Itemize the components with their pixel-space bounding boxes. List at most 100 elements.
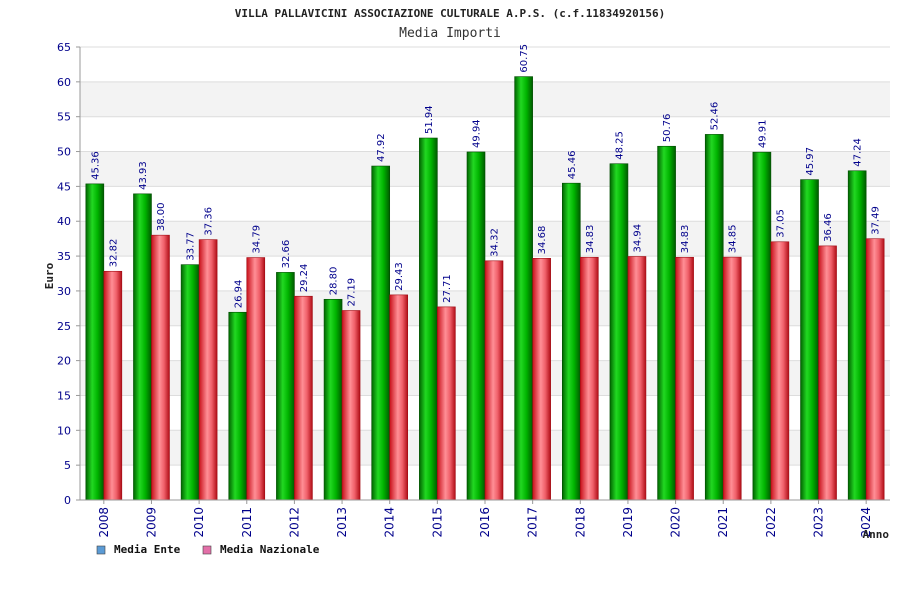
bar-media-nazionale xyxy=(389,294,409,501)
bar-media-nazionale xyxy=(341,310,361,501)
value-label-media-nazionale: 36.46 xyxy=(823,213,834,242)
bar-media-ente xyxy=(133,193,152,501)
bar-media-ente xyxy=(752,151,772,501)
value-label-media-nazionale: 34.94 xyxy=(632,224,643,253)
value-label-media-ente: 45.97 xyxy=(805,147,816,176)
bar-media-ente xyxy=(228,311,248,501)
value-label-media-nazionale: 37.49 xyxy=(871,206,882,235)
value-label-media-ente: 33.77 xyxy=(186,232,197,261)
x-tick-label: 2022 xyxy=(764,507,778,538)
x-tick-label: 2016 xyxy=(478,507,492,538)
bar-media-ente xyxy=(609,163,629,501)
value-label-media-ente: 60.75 xyxy=(519,44,530,73)
x-axis-ticks: 2008 2009 2010 2011 2012 2013 2014 2015 2016 2017… xyxy=(97,500,873,538)
value-label-media-nazionale: 29.43 xyxy=(394,262,405,291)
x-tick-label: 2015 xyxy=(430,507,444,538)
x-axis-label: Anno xyxy=(863,528,890,541)
y-tick-label: 10 xyxy=(57,424,71,437)
y-axis-label: Euro xyxy=(43,262,56,289)
chart-title: VILLA PALLAVICINI ASSOCIAZIONE CULTURALE… xyxy=(235,7,665,20)
value-label-media-ente: 43.93 xyxy=(138,161,149,190)
value-label-media-nazionale: 27.19 xyxy=(347,278,358,307)
bar-media-ente xyxy=(657,145,676,501)
y-tick-label: 30 xyxy=(57,285,71,298)
x-tick-label: 2019 xyxy=(621,507,635,538)
value-label-media-ente: 32.66 xyxy=(281,240,292,269)
legend-label-media-nazionale: Media Nazionale xyxy=(220,543,320,556)
x-tick-label: 2021 xyxy=(716,507,730,538)
value-label-media-nazionale: 32.82 xyxy=(108,239,119,268)
y-axis-ticks: 0 5 10 15 20 25 30 35 40 45 50 55 60 65 xyxy=(57,41,80,507)
value-label-media-ente: 50.76 xyxy=(662,114,673,143)
legend-label-media-ente: Media Ente xyxy=(114,543,181,556)
bar-media-nazionale xyxy=(627,256,647,501)
bar-media-ente xyxy=(180,264,200,501)
bar-media-nazionale xyxy=(437,306,456,501)
value-label-media-ente: 47.24 xyxy=(853,138,864,167)
bar-media-nazionale xyxy=(865,238,885,501)
value-label-media-nazionale: 34.85 xyxy=(728,224,739,253)
value-label-media-ente: 52.46 xyxy=(710,102,721,131)
legend-swatch-media-nazionale xyxy=(202,545,212,555)
x-tick-label: 2020 xyxy=(669,507,683,538)
bar-media-nazionale xyxy=(675,256,694,501)
x-tick-label: 2017 xyxy=(526,507,540,538)
value-labels: 45.36 32.82 43.93 38.00 33.77 37.36 26.94 34.79… xyxy=(90,44,881,308)
x-tick-label: 2010 xyxy=(192,507,206,538)
bar-media-nazionale xyxy=(198,239,218,501)
y-tick-label: 5 xyxy=(64,459,71,472)
y-tick-label: 45 xyxy=(57,180,71,193)
y-tick-label: 55 xyxy=(57,111,71,124)
value-label-media-ente: 49.94 xyxy=(472,119,483,148)
bar-media-ente xyxy=(514,76,533,501)
bar-media-nazionale xyxy=(151,234,170,501)
bar-media-ente xyxy=(847,170,867,501)
bar-media-nazionale xyxy=(579,256,599,501)
grid-band xyxy=(80,81,890,117)
bar-media-ente xyxy=(466,151,486,501)
value-label-media-ente: 48.25 xyxy=(614,131,625,160)
value-label-media-ente: 51.94 xyxy=(424,105,435,134)
legend-swatch-media-ente xyxy=(96,545,106,555)
x-tick-label: 2018 xyxy=(573,507,587,538)
y-tick-label: 20 xyxy=(57,355,71,368)
x-tick-label: 2013 xyxy=(335,507,349,538)
bar-media-ente xyxy=(323,298,343,501)
bar-media-ente xyxy=(561,182,581,501)
bar-media-nazionale xyxy=(722,256,742,501)
bar-media-ente xyxy=(419,137,438,501)
grid-band xyxy=(80,47,890,82)
bar-media-ente xyxy=(800,179,819,501)
x-tick-label: 2008 xyxy=(97,507,111,538)
value-label-media-nazionale: 38.00 xyxy=(156,203,167,232)
bar-media-nazionale xyxy=(103,270,123,501)
bar-media-nazionale xyxy=(818,245,837,501)
value-label-media-ente: 28.80 xyxy=(329,267,340,296)
x-tick-label: 2011 xyxy=(240,507,254,538)
y-tick-label: 0 xyxy=(64,494,71,507)
value-label-media-nazionale: 34.32 xyxy=(490,228,501,257)
x-tick-label: 2023 xyxy=(812,507,826,538)
value-label-media-nazionale: 37.36 xyxy=(204,207,215,236)
value-label-media-ente: 49.91 xyxy=(757,120,768,149)
value-label-media-nazionale: 27.71 xyxy=(442,274,453,303)
value-label-media-ente: 47.92 xyxy=(376,133,387,162)
y-tick-label: 50 xyxy=(57,146,71,159)
chart-subtitle: Media Importi xyxy=(399,26,501,41)
y-tick-label: 40 xyxy=(57,215,71,228)
x-tick-label: 2014 xyxy=(383,507,397,538)
value-label-media-nazionale: 29.24 xyxy=(299,264,310,293)
value-label-media-nazionale: 34.79 xyxy=(251,225,262,254)
y-tick-label: 65 xyxy=(57,41,71,54)
value-label-media-nazionale: 34.68 xyxy=(537,226,548,255)
bars xyxy=(85,76,885,501)
value-label-media-ente: 45.46 xyxy=(567,151,578,180)
legend: Media Ente Media Nazionale xyxy=(96,543,320,556)
bar-media-ente xyxy=(704,134,724,501)
value-label-media-ente: 26.94 xyxy=(233,280,244,309)
bar-media-nazionale xyxy=(484,260,504,501)
value-label-media-nazionale: 34.83 xyxy=(680,225,691,254)
grid-band xyxy=(80,116,890,152)
bar-media-ente xyxy=(371,165,391,501)
